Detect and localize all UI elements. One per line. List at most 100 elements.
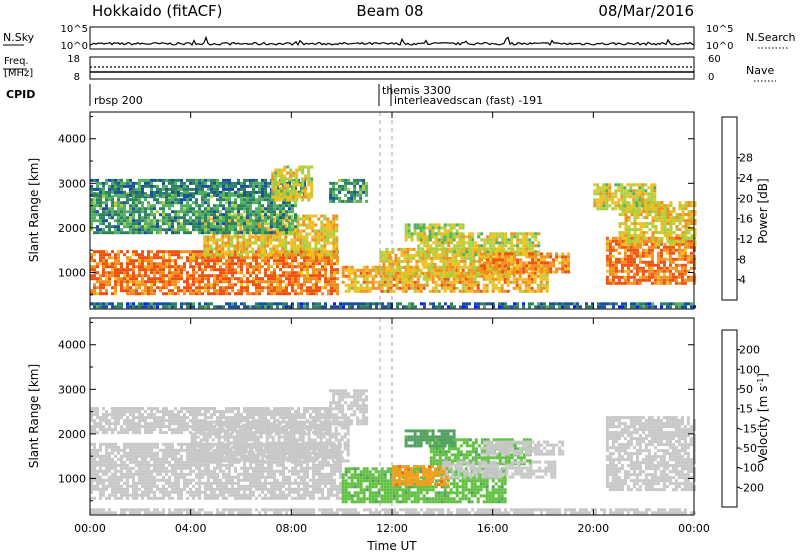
echo-cell — [323, 226, 327, 230]
echo-cell — [117, 178, 120, 182]
echo-cell — [353, 277, 357, 281]
echo-cell — [638, 183, 642, 187]
echo-cell — [162, 178, 165, 182]
echo-cell — [132, 231, 135, 235]
echo-cell — [621, 210, 625, 214]
echo-cell — [461, 232, 465, 236]
echo-cell — [102, 271, 105, 275]
echo-cell — [680, 242, 684, 246]
echo-cell — [252, 219, 255, 223]
echo-cell — [243, 280, 246, 284]
echo-cell — [546, 267, 550, 271]
echo-cell — [162, 219, 165, 223]
echo-cell — [425, 226, 429, 230]
echo-cell — [693, 243, 697, 247]
echo-cell — [289, 192, 293, 196]
echo-cell — [336, 277, 339, 281]
echo-cell — [495, 235, 499, 239]
echo-cell — [307, 198, 311, 202]
echo-cell — [596, 192, 600, 196]
echo-cell — [629, 192, 633, 196]
echo-cell — [267, 277, 270, 281]
echo-cell — [689, 275, 693, 279]
echo-cell — [264, 213, 267, 217]
echo-cell — [483, 270, 487, 274]
echo-cell — [150, 271, 153, 275]
echo-cell — [641, 195, 645, 199]
echo-cell — [297, 181, 300, 185]
echo-cell — [620, 189, 624, 193]
echo-cell — [264, 222, 267, 226]
echo-cell — [380, 277, 384, 281]
echo-cell — [96, 192, 99, 196]
echo-cell — [219, 250, 222, 254]
echo-cell — [215, 250, 219, 254]
echo-cell — [347, 190, 351, 194]
echo-cell — [621, 237, 625, 241]
echo-cell — [296, 247, 300, 251]
echo-cell — [117, 216, 120, 220]
echo-cell — [135, 286, 138, 290]
echo-cell — [165, 216, 168, 220]
echo-cell — [446, 238, 450, 242]
echo-cell — [522, 252, 526, 256]
echo-cell — [674, 266, 678, 270]
echo-cell — [448, 262, 452, 266]
echo-cell — [525, 255, 529, 259]
echo-cell — [684, 240, 688, 244]
echo-cell — [266, 253, 270, 257]
echo-cell — [668, 281, 672, 285]
echo-cell — [638, 192, 642, 196]
echo-cell — [312, 265, 315, 269]
echo-cell — [114, 286, 117, 290]
echo-cell — [213, 289, 216, 293]
echo-cell — [498, 258, 502, 262]
echo-cell — [294, 292, 297, 296]
echo-cell — [525, 232, 529, 236]
echo-cell — [489, 241, 493, 245]
echo-cell — [641, 192, 645, 196]
echo-cell — [519, 270, 523, 274]
echo-cell — [400, 265, 404, 269]
echo-cell — [489, 232, 493, 236]
echo-cell — [227, 235, 231, 239]
echo-cell — [336, 289, 339, 293]
echo-cell — [243, 222, 246, 226]
echo-cell — [356, 193, 360, 197]
echo-cell — [504, 261, 508, 265]
echo-cell — [330, 268, 333, 272]
echo-cell — [660, 213, 664, 217]
echo-cell — [294, 265, 297, 269]
echo-cell — [614, 236, 618, 240]
echo-cell — [276, 286, 279, 290]
echo-cell — [522, 250, 526, 254]
echo-cell — [153, 178, 156, 182]
echo-cell — [261, 225, 264, 229]
echo-cell — [159, 228, 162, 232]
echo-cell — [474, 253, 478, 257]
echo-cell — [180, 204, 183, 208]
echo-cell — [635, 201, 639, 205]
echo-cell — [206, 247, 210, 251]
echo-cell — [630, 240, 634, 244]
echo-cell — [663, 231, 667, 235]
echo-cell — [449, 238, 453, 242]
echo-cell — [645, 213, 649, 217]
echo-cell — [467, 268, 471, 272]
echo-cell — [102, 184, 105, 188]
echo-cell — [277, 198, 281, 202]
echo-cell — [451, 268, 455, 272]
echo-cell — [442, 271, 446, 275]
echo-cell — [257, 247, 261, 251]
echo-cell — [207, 201, 210, 205]
echo-cell — [332, 223, 336, 227]
echo-cell — [466, 271, 470, 275]
echo-cell — [451, 253, 455, 257]
echo-cell — [180, 184, 183, 188]
echo-cell — [222, 213, 225, 217]
echo-cell — [654, 204, 658, 208]
echo-cell — [284, 217, 288, 221]
echo-cell — [312, 256, 315, 260]
echo-cell — [623, 204, 627, 208]
echo-cell — [291, 210, 294, 214]
